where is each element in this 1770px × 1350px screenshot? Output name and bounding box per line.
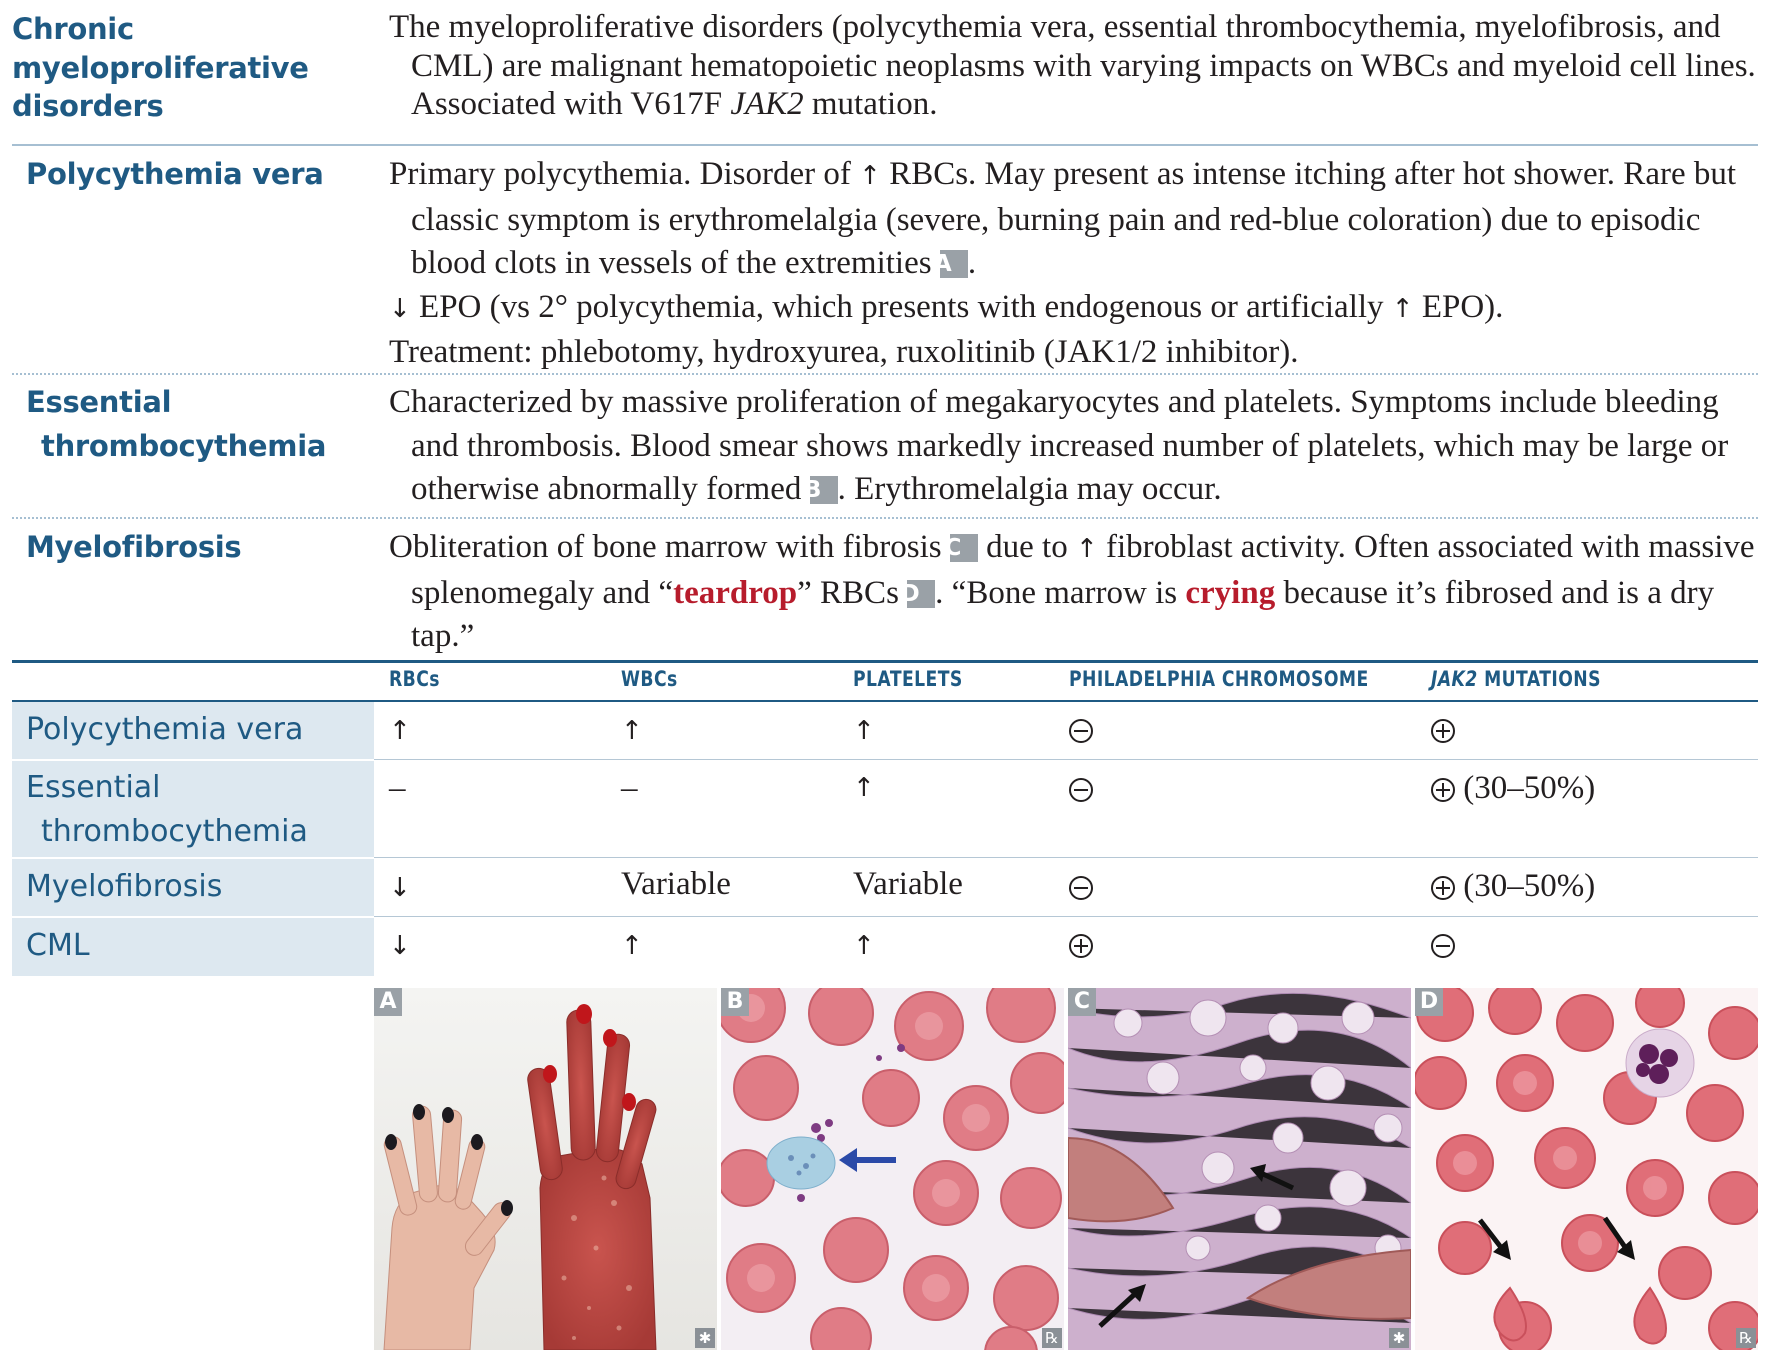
panel-label-d: D — [1415, 988, 1443, 1016]
col-header-platelets: PLATELETS — [853, 667, 963, 691]
positive-icon — [1431, 778, 1455, 802]
cell-wbcs: ↑ — [621, 931, 643, 961]
cell-platelets: Variable — [853, 866, 963, 902]
image-b-blood-smear: B ℞ — [721, 988, 1064, 1350]
cell-rbcs: – — [389, 770, 406, 806]
copyright-icon: ℞ — [1736, 1328, 1756, 1348]
pv-text: Primary polycythemia. Disorder of ↑ RBCs… — [389, 156, 1737, 371]
down-arrow-icon: ↓ — [389, 293, 411, 324]
cell-wbcs: – — [621, 770, 638, 806]
figure-ref-a[interactable]: A — [934, 250, 968, 279]
panel-label-a: A — [374, 988, 402, 1016]
cell-platelets: ↑ — [853, 931, 875, 961]
row-divider — [374, 857, 1758, 858]
divider — [12, 517, 1758, 519]
page: Chronic myeloproliferative disorders The… — [12, 0, 1770, 1350]
cell-rbcs: ↓ — [389, 931, 411, 961]
cell-jak2: (30–50%) — [1431, 864, 1595, 908]
col-header-jak2: JAK2 MUTATIONS — [1431, 667, 1601, 691]
cell-philadelphia — [1069, 922, 1093, 966]
negative-icon — [1431, 934, 1455, 958]
fibrosis-illustration — [1068, 988, 1411, 1350]
section-heading: Chronic myeloproliferative disorders — [12, 12, 309, 123]
col-header-philadelphia: PHILADELPHIA CHROMOSOME — [1069, 667, 1369, 691]
image-a-erythromelalgia: A ✱ — [374, 988, 717, 1350]
cell-philadelphia — [1069, 707, 1093, 751]
positive-icon — [1069, 934, 1093, 958]
mf-heading: Myelofibrosis — [26, 530, 242, 564]
et-heading: Essential thrombocythemia — [26, 385, 327, 463]
row-label-mf: Myelofibrosis — [12, 859, 374, 916]
up-arrow-icon: ↑ — [1391, 293, 1414, 324]
table-top-rule — [12, 660, 1758, 663]
positive-icon — [1431, 876, 1455, 900]
row-label-et: Essential thrombocythemia — [12, 761, 374, 857]
row-divider — [374, 759, 1758, 760]
panel-label-b: B — [721, 988, 749, 1016]
cell-platelets: ↑ — [853, 716, 875, 746]
divider — [12, 373, 1758, 375]
pv-heading: Polycythemia vera — [26, 157, 324, 191]
up-arrow-icon: ↑ — [1075, 534, 1098, 564]
image-d-teardrop-cells: D ℞ — [1415, 988, 1758, 1350]
negative-icon — [1069, 876, 1093, 900]
panel-label-c: C — [1068, 988, 1096, 1016]
figure-ref-d[interactable]: D — [901, 579, 936, 608]
figure-ref-c[interactable]: C — [944, 534, 978, 562]
cell-platelets: ↑ — [853, 773, 875, 803]
divider — [12, 144, 1758, 146]
row-label-pv: Polycythemia vera — [12, 702, 374, 759]
mf-text: Obliteration of bone marrow with fibrosi… — [389, 529, 1755, 655]
negative-icon — [1069, 719, 1093, 743]
image-c-fibrosis: C ✱ — [1068, 988, 1411, 1350]
copyright-icon: ✱ — [695, 1328, 715, 1348]
up-arrow-icon: ↑ — [859, 161, 881, 191]
row-divider — [374, 916, 1758, 917]
col-header-wbcs: WBCs — [621, 667, 678, 691]
figure-ref-b[interactable]: B — [804, 476, 838, 505]
cell-wbcs: Variable — [621, 866, 731, 902]
positive-icon — [1431, 719, 1455, 743]
negative-icon — [1069, 778, 1093, 802]
copyright-icon: ℞ — [1042, 1328, 1062, 1348]
cell-philadelphia — [1069, 864, 1093, 908]
cell-rbcs: ↑ — [389, 716, 411, 746]
cell-jak2 — [1431, 707, 1455, 751]
hands-illustration — [374, 988, 717, 1350]
smear-illustration — [721, 988, 1064, 1350]
et-text: Characterized by massive proliferation o… — [389, 384, 1729, 508]
teardrop-illustration — [1415, 988, 1758, 1350]
header-rule — [12, 700, 1758, 702]
cell-jak2 — [1431, 922, 1455, 966]
row-label-cml: CML — [12, 918, 374, 976]
cell-wbcs: ↑ — [621, 716, 643, 746]
section-text: The myeloproliferative disorders (polycy… — [389, 9, 1756, 122]
cell-jak2: (30–50%) — [1431, 766, 1595, 810]
col-header-rbcs: RBCs — [389, 667, 440, 691]
cell-rbcs: ↓ — [389, 873, 411, 903]
cell-philadelphia — [1069, 766, 1093, 810]
copyright-icon: ✱ — [1389, 1328, 1409, 1348]
